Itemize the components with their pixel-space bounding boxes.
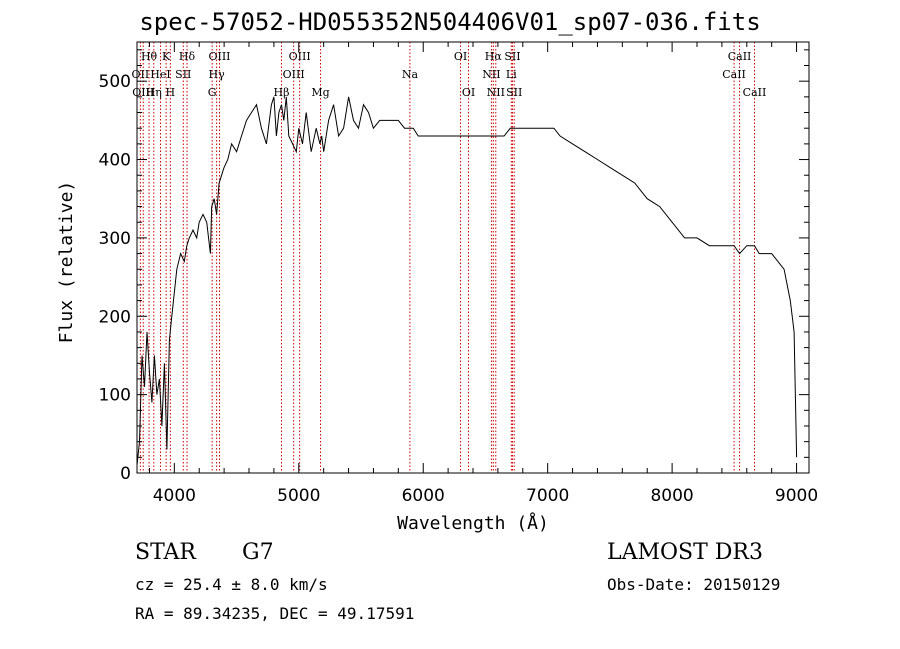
- spectral-line-label: Hδ: [179, 50, 196, 63]
- x-tick-label: 9000: [775, 486, 818, 506]
- axes: 4000 5000 6000 7000 8000 9000 0 100 200 300 400 500: [99, 42, 818, 506]
- x-tick-label: 6000: [402, 486, 445, 506]
- y-tick-label: 0: [120, 464, 131, 484]
- spectral-line-label: Hγ: [209, 68, 226, 81]
- spectral-line-label: OI: [462, 86, 475, 99]
- spectral-line-label: CaII: [743, 86, 767, 99]
- spectral-line-label: Li: [506, 68, 517, 81]
- sky-coordinates: RA = 89.34235, DEC = 49.17591: [135, 604, 415, 623]
- spectral-line-label: SII: [506, 86, 522, 99]
- y-axis-label: Flux (relative): [56, 181, 77, 344]
- spectral-line-label: SII: [504, 50, 520, 63]
- chart-title: spec-57052-HD055352N504406V01_sp07-036.f…: [139, 8, 761, 36]
- plot-frame: [136, 41, 810, 474]
- spectrum-line: [136, 96, 798, 466]
- spectral-line-label: K: [162, 50, 171, 63]
- x-tick-label: 5000: [277, 486, 320, 506]
- spectral-line-label: HeI: [150, 68, 170, 81]
- x-axis-label: Wavelength (Å): [397, 512, 549, 534]
- object-class: STAR: [135, 540, 196, 565]
- spectral-line-label: SII: [175, 68, 191, 81]
- spectral-line-label: G: [208, 86, 217, 99]
- spectral-line-label: OIII: [283, 68, 305, 81]
- spectral-line-label: OIII: [289, 50, 311, 63]
- spectral-line-label: H: [166, 86, 176, 99]
- spectral-line-label: Na: [402, 68, 419, 81]
- spectral-line-label: CaII: [722, 68, 746, 81]
- y-tick-label: 300: [99, 229, 131, 249]
- y-tick-label: 400: [99, 151, 131, 171]
- x-tick-label: 8000: [650, 486, 693, 506]
- spectral-line-label: OI: [454, 50, 467, 63]
- y-tick-label: 500: [99, 72, 131, 92]
- observation-date: Obs-Date: 20150129: [607, 575, 781, 594]
- spectral-line-label: OII: [132, 68, 150, 81]
- x-tick-label: 4000: [153, 486, 196, 506]
- survey-name: LAMOST DR3: [607, 540, 763, 565]
- spectral-line-label: Hβ: [274, 86, 290, 99]
- object-subclass: G7: [242, 540, 274, 565]
- spectral-line-label: NII: [487, 86, 505, 99]
- spectral-line-label: Hθ: [141, 50, 158, 63]
- y-tick-label: 100: [99, 386, 131, 406]
- spectral-line-label: CaII: [728, 50, 752, 63]
- spectral-line-label: Mg: [311, 86, 329, 99]
- y-tick-label: 200: [99, 307, 131, 327]
- spectral-line-markers: [139, 42, 755, 473]
- redshift-velocity: cz = 25.4 ± 8.0 km/s: [135, 575, 328, 594]
- spectral-line-label: NII: [482, 68, 500, 81]
- spectral-line-label: OIII: [132, 86, 154, 99]
- spectrum-series: [136, 96, 798, 466]
- spectral-line-label: Hα: [485, 50, 503, 63]
- x-tick-label: 7000: [526, 486, 569, 506]
- spectral-line-label: Hη: [146, 86, 162, 99]
- spectral-line-label: OIII: [208, 50, 230, 63]
